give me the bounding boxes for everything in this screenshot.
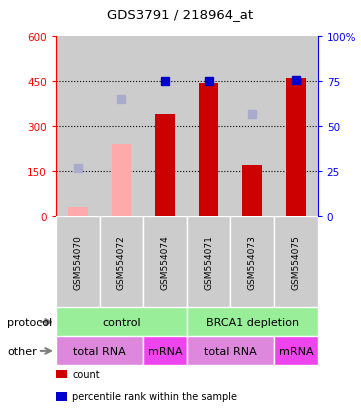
Bar	[68, 208, 88, 217]
Bar	[274, 217, 318, 308]
Bar	[274, 337, 318, 366]
Bar	[187, 217, 230, 308]
Bar	[56, 308, 187, 337]
Text: GSM554075: GSM554075	[291, 235, 300, 290]
Text: percentile rank within the sample: percentile rank within the sample	[72, 392, 237, 401]
Bar	[100, 217, 143, 308]
Bar	[56, 37, 100, 217]
Text: mRNA: mRNA	[148, 346, 182, 356]
Text: GSM554072: GSM554072	[117, 235, 126, 290]
Bar	[187, 37, 230, 217]
Bar	[143, 217, 187, 308]
Text: other: other	[7, 346, 37, 356]
Bar	[143, 337, 187, 366]
Bar	[112, 145, 131, 217]
Text: GSM554073: GSM554073	[248, 235, 257, 290]
Bar	[187, 337, 274, 366]
Text: total RNA: total RNA	[204, 346, 257, 356]
Text: protocol: protocol	[7, 317, 52, 327]
Bar	[274, 37, 318, 217]
Text: total RNA: total RNA	[73, 346, 126, 356]
Bar	[230, 217, 274, 308]
Bar	[100, 37, 143, 217]
Text: GSM554070: GSM554070	[73, 235, 82, 290]
Text: GDS3791 / 218964_at: GDS3791 / 218964_at	[108, 8, 253, 21]
Bar	[199, 83, 218, 217]
Bar	[143, 37, 187, 217]
Text: count: count	[72, 369, 100, 379]
Bar	[56, 217, 100, 308]
Text: BRCA1 depletion: BRCA1 depletion	[206, 317, 299, 327]
Text: control: control	[102, 317, 141, 327]
Bar	[187, 308, 318, 337]
Text: GSM554074: GSM554074	[161, 235, 170, 290]
Bar	[230, 37, 274, 217]
Text: GSM554071: GSM554071	[204, 235, 213, 290]
Text: mRNA: mRNA	[279, 346, 313, 356]
Bar	[286, 79, 306, 217]
Bar	[243, 166, 262, 217]
Bar	[155, 115, 175, 217]
Bar	[56, 337, 143, 366]
